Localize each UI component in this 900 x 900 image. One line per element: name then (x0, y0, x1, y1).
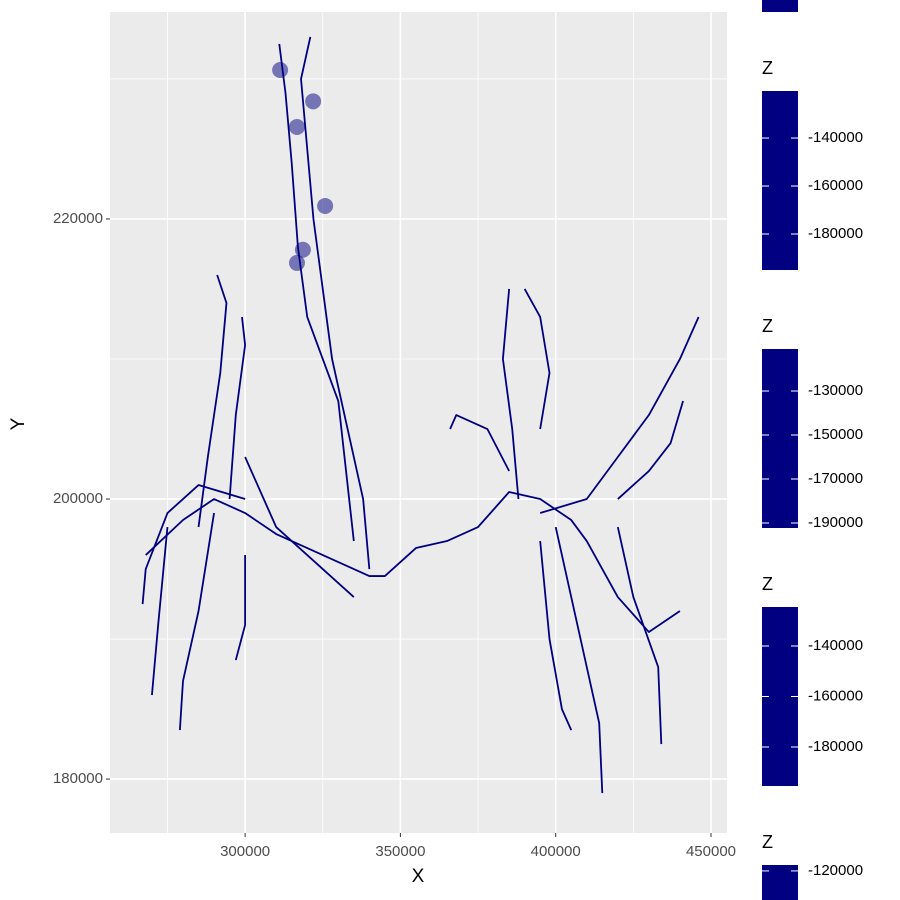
neuron-branch (554, 526, 604, 794)
colorbar-label: -140000 (808, 129, 863, 146)
colorbar-label: -160000 (808, 177, 863, 194)
x-tick-label: 450000 (686, 843, 736, 860)
neuron-branch (539, 540, 573, 731)
legend-title: Z (762, 832, 773, 852)
colorbar-label: -140000 (808, 637, 863, 654)
legend-title: Z (762, 574, 773, 594)
x-tick-label: 400000 (531, 843, 581, 860)
colorbar-label: -180000 (808, 738, 863, 755)
y-tick-label: 180000 (53, 770, 103, 787)
colorbar (762, 91, 798, 270)
colorbar-label: -190000 (808, 514, 863, 531)
panel (110, 12, 727, 833)
y-axis-title: Y (8, 417, 29, 430)
legend-title: Z (762, 316, 773, 336)
x-tick-label: 300000 (220, 843, 270, 860)
neuron-branch (228, 316, 247, 500)
neuron-branch (523, 288, 551, 430)
x-axis-title: X (412, 866, 425, 887)
soma-point (288, 118, 305, 135)
neuron-branch (145, 491, 681, 633)
y-tick-label: 200000 (53, 490, 103, 507)
y-tick-label: 220000 (53, 210, 103, 227)
colorbar-label: -180000 (808, 225, 863, 242)
colorbar (762, 349, 798, 528)
colorbar-label: -170000 (808, 470, 863, 487)
neuron-branch (178, 512, 215, 731)
neuron-branch (449, 414, 510, 472)
neuron-branch (300, 36, 371, 570)
colorbar (762, 865, 798, 900)
neuron-branch (151, 526, 169, 696)
colorbar-label: -130000 (808, 382, 863, 399)
soma-point (288, 254, 305, 271)
soma-point (317, 197, 334, 214)
colorbar-label: -160000 (808, 687, 863, 704)
soma-point (272, 61, 289, 78)
soma-point (294, 241, 311, 258)
neuron-branch (234, 555, 247, 661)
neuron-branch (502, 288, 520, 500)
neuron-branch (244, 456, 355, 598)
neuron-branch (197, 274, 228, 528)
x-tick-label: 350000 (375, 843, 425, 860)
neuron-branch (141, 484, 246, 605)
soma-point (305, 93, 322, 110)
neuron-branch (617, 400, 684, 500)
colorbar-label: -120000 (808, 862, 863, 879)
neuron-branch (539, 316, 700, 514)
colorbar-label: -150000 (808, 426, 863, 443)
neuron-branch (616, 526, 663, 745)
colorbar (762, 0, 798, 12)
legend-title: Z (762, 58, 773, 78)
